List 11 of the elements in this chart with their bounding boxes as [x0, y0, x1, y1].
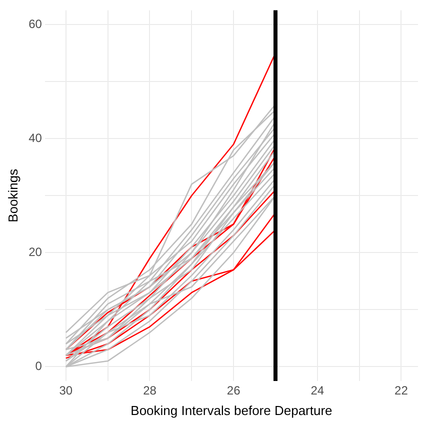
y-tick-label: 60 [28, 16, 42, 31]
x-tick-label: 24 [310, 384, 324, 398]
y-tick-label: 40 [28, 130, 42, 145]
x-tick-label: 30 [59, 384, 73, 398]
y-tick-label: 20 [28, 244, 42, 259]
x-tick-label: 22 [394, 384, 408, 398]
x-axis-title: Booking Intervals before Departure [130, 402, 332, 418]
y-tick-label: 0 [35, 359, 42, 374]
x-tick-label: 28 [143, 384, 157, 398]
y-axis-title: Bookings [5, 168, 20, 222]
x-tick-label: 26 [226, 384, 241, 398]
